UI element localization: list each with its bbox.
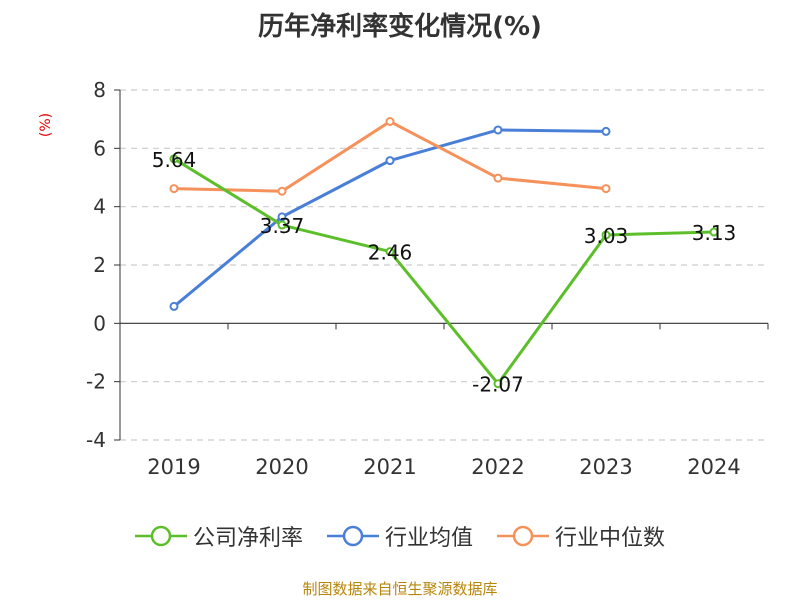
legend: 公司净利率 行业均值 行业中位数 [0, 520, 800, 552]
data-point [601, 126, 611, 136]
data-point [709, 227, 719, 237]
data-point [277, 212, 287, 222]
data-point [601, 184, 611, 194]
legend-label-company: 公司净利率 [192, 526, 303, 551]
y-tick-label: 8 [93, 78, 106, 102]
legend-label-industry-mean: 行业均值 [384, 526, 473, 551]
legend-label-industry-median: 行业中位数 [555, 526, 666, 551]
x-tick-label: 2023 [579, 455, 632, 479]
x-tick-label: 2019 [147, 455, 200, 479]
data-label: -2.07 [472, 373, 524, 397]
data-point [385, 117, 395, 126]
legend-swatch-company [134, 525, 187, 547]
x-tick-label: 2021 [363, 455, 416, 479]
data-point [493, 173, 503, 183]
y-tick-label: 2 [93, 253, 106, 277]
legend-item-industry-median[interactable]: 行业中位数 [497, 520, 665, 552]
chart-title: 历年净利率变化情况(%) [258, 12, 542, 42]
data-label: 2.46 [368, 241, 413, 265]
y-tick-label: 4 [93, 195, 106, 219]
data-point [169, 184, 179, 194]
y-tick-label: -4 [86, 428, 106, 452]
data-point [493, 125, 503, 135]
legend-item-industry-mean[interactable]: 行业均值 [326, 520, 473, 552]
legend-item-company[interactable]: 公司净利率 [134, 520, 303, 552]
legend-swatch-industry-mean [326, 525, 379, 547]
y-tick-labels: -4 -2 0 2 4 6 8 [86, 78, 106, 452]
data-label: 5.64 [152, 148, 197, 172]
axes [114, 89, 769, 441]
data-point [601, 230, 611, 240]
data-point [493, 379, 503, 389]
data-labels: 5.64 3.37 2.46 -2.07 3.03 3.13 [152, 148, 737, 397]
x-tick-label: 2024 [687, 455, 740, 479]
data-point [169, 301, 179, 311]
x-tick-label: 2020 [255, 455, 308, 479]
x-tick-label: 2022 [471, 455, 524, 479]
data-point [385, 156, 395, 166]
grid-lines [120, 89, 768, 441]
y-tick-label: 0 [93, 311, 106, 335]
series-group [169, 117, 719, 389]
line-chart: -4 -2 0 2 4 6 8 2019 2020 2021 2022 2023 2024 5.64 3… [86, 78, 769, 479]
data-point [277, 186, 287, 196]
y-tick-label: 6 [93, 136, 106, 160]
series-line [173, 157, 715, 386]
data-point [385, 247, 395, 257]
data-point [169, 154, 179, 164]
data-point [277, 220, 287, 230]
y-tick-label: -2 [86, 370, 106, 394]
data-label: 3.13 [692, 221, 737, 245]
source-note: 制图数据来自恒生聚源数据库 [302, 580, 498, 598]
x-tick-labels: 2019 2020 2021 2022 2023 2024 [147, 455, 740, 479]
data-label: 3.03 [584, 224, 629, 248]
data-label: 3.37 [260, 214, 305, 238]
legend-swatch-industry-median [497, 525, 549, 547]
